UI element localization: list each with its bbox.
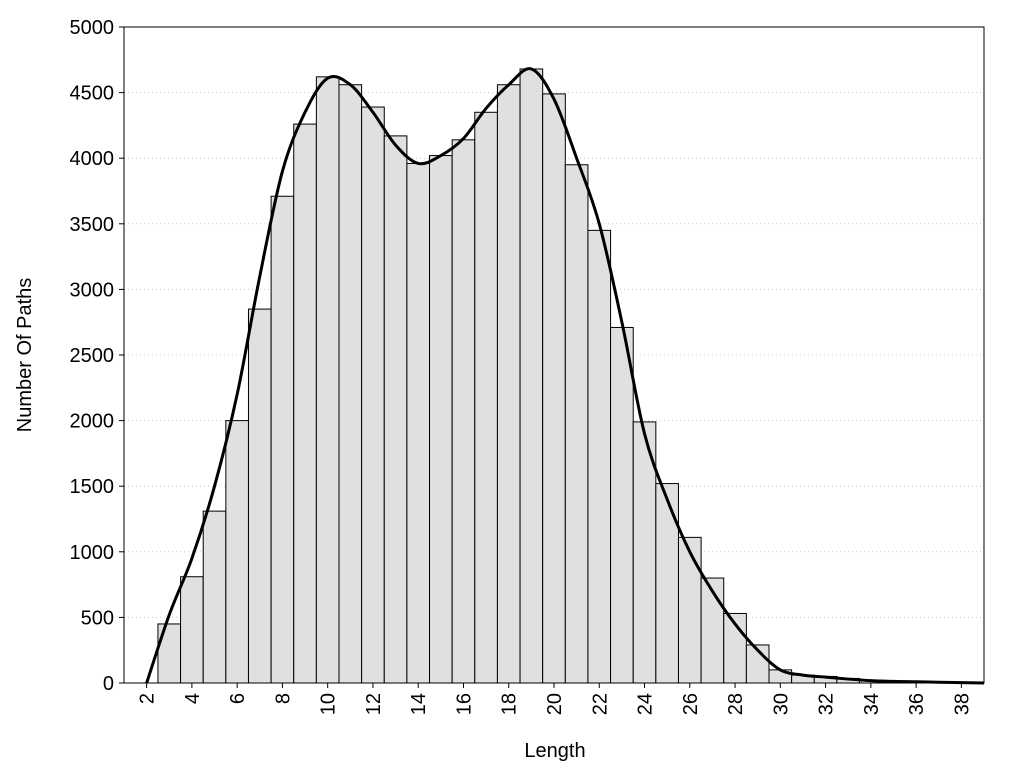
bar bbox=[497, 85, 520, 683]
bar bbox=[678, 537, 701, 683]
y-tick-label: 4500 bbox=[70, 83, 115, 105]
bar bbox=[475, 112, 498, 683]
x-tick-label: 30 bbox=[770, 693, 792, 715]
y-tick-label: 2000 bbox=[70, 411, 115, 433]
x-tick-label: 22 bbox=[589, 693, 611, 715]
bar bbox=[294, 124, 317, 683]
y-tick-label: 0 bbox=[103, 673, 114, 695]
bar bbox=[226, 421, 249, 683]
x-tick-label: 38 bbox=[951, 693, 973, 715]
y-tick-label: 3500 bbox=[70, 214, 115, 236]
y-axis-label: Number Of Paths bbox=[14, 278, 36, 433]
y-tick-label: 1500 bbox=[70, 476, 115, 498]
bar bbox=[181, 577, 204, 683]
bar bbox=[407, 163, 430, 683]
x-tick-label: 4 bbox=[182, 693, 204, 704]
x-tick-label: 16 bbox=[453, 693, 475, 715]
x-tick-label: 6 bbox=[227, 693, 249, 704]
y-tick-label: 5000 bbox=[70, 17, 115, 39]
x-tick-label: 28 bbox=[725, 693, 747, 715]
bar bbox=[452, 140, 475, 683]
x-tick-label: 26 bbox=[680, 693, 702, 715]
bar bbox=[520, 69, 543, 683]
x-tick-label: 2 bbox=[137, 693, 159, 704]
x-axis-label: Length bbox=[524, 740, 585, 762]
x-tick-label: 10 bbox=[318, 693, 340, 715]
x-tick-label: 36 bbox=[906, 693, 928, 715]
bar bbox=[543, 94, 566, 683]
bar bbox=[203, 511, 226, 683]
x-tick-label: 18 bbox=[499, 693, 521, 715]
bar bbox=[588, 230, 611, 683]
y-tick-label: 2500 bbox=[70, 345, 115, 367]
x-tick-label: 32 bbox=[816, 693, 838, 715]
y-tick-label: 4000 bbox=[70, 148, 115, 170]
x-tick-label: 20 bbox=[544, 693, 566, 715]
x-tick-label: 8 bbox=[272, 693, 294, 704]
bar bbox=[565, 165, 588, 683]
bar bbox=[158, 624, 181, 683]
bar bbox=[430, 156, 453, 683]
bar bbox=[384, 136, 407, 683]
y-tick-label: 1000 bbox=[70, 542, 115, 564]
y-tick-label: 3000 bbox=[70, 279, 115, 301]
bar bbox=[271, 196, 294, 683]
x-tick-label: 12 bbox=[363, 693, 385, 715]
bar bbox=[656, 484, 679, 683]
x-tick-label: 14 bbox=[408, 693, 430, 715]
y-tick-label: 500 bbox=[81, 607, 114, 629]
bar bbox=[248, 309, 271, 683]
bar bbox=[316, 77, 339, 683]
bar bbox=[362, 107, 385, 683]
x-tick-label: 24 bbox=[635, 693, 657, 715]
x-tick-label: 34 bbox=[861, 693, 883, 715]
bar bbox=[611, 327, 634, 683]
bar bbox=[339, 85, 362, 683]
